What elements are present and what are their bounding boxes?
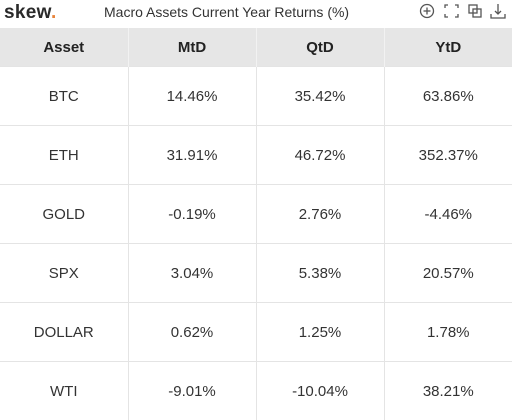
page: {"header": {"logo": "skew", "logo_dot": … bbox=[0, 0, 515, 405]
return-cell: 31.91% bbox=[128, 126, 256, 185]
return-cell: 1.25% bbox=[256, 303, 384, 362]
download-icon[interactable] bbox=[491, 4, 505, 18]
asset-cell: SPX bbox=[0, 244, 128, 303]
asset-cell: DOLLAR bbox=[0, 303, 128, 362]
return-cell: 14.46% bbox=[128, 67, 256, 126]
return-cell: 38.21% bbox=[384, 362, 512, 420]
column-header: YtD bbox=[384, 28, 512, 67]
toolbar-icons bbox=[418, 2, 514, 24]
return-cell: 63.86% bbox=[384, 67, 512, 126]
column-header: Asset bbox=[0, 28, 128, 67]
copy-icon[interactable] bbox=[469, 5, 481, 17]
asset-cell: GOLD bbox=[0, 185, 128, 244]
return-cell: 46.72% bbox=[256, 126, 384, 185]
top-bar: skew. Macro Assets Current Year Returns … bbox=[0, 0, 515, 28]
return-cell: 352.37% bbox=[384, 126, 512, 185]
return-cell: 35.42% bbox=[256, 67, 384, 126]
zoom-in-icon[interactable] bbox=[421, 5, 434, 18]
return-cell: 5.38% bbox=[256, 244, 384, 303]
table-row: WTI-9.01%-10.04%38.21% bbox=[0, 362, 512, 420]
logo-dot: . bbox=[51, 2, 57, 23]
asset-cell: WTI bbox=[0, 362, 128, 420]
return-cell: -4.46% bbox=[384, 185, 512, 244]
return-cell: 0.62% bbox=[128, 303, 256, 362]
return-cell: 2.76% bbox=[256, 185, 384, 244]
return-cell: -10.04% bbox=[256, 362, 384, 420]
fullscreen-icon[interactable] bbox=[445, 5, 458, 17]
asset-cell: ETH bbox=[0, 126, 128, 185]
return-cell: 1.78% bbox=[384, 303, 512, 362]
return-cell: 20.57% bbox=[384, 244, 512, 303]
column-header: QtD bbox=[256, 28, 384, 67]
logo: skew. bbox=[4, 2, 57, 24]
return-cell: -0.19% bbox=[128, 185, 256, 244]
column-header: MtD bbox=[128, 28, 256, 67]
return-cell: -9.01% bbox=[128, 362, 256, 420]
chart-title: Macro Assets Current Year Returns (%) bbox=[104, 4, 349, 20]
table-row: GOLD-0.19%2.76%-4.46% bbox=[0, 185, 512, 244]
logo-text: skew bbox=[4, 2, 51, 23]
return-cell: 3.04% bbox=[128, 244, 256, 303]
asset-cell: BTC bbox=[0, 67, 128, 126]
